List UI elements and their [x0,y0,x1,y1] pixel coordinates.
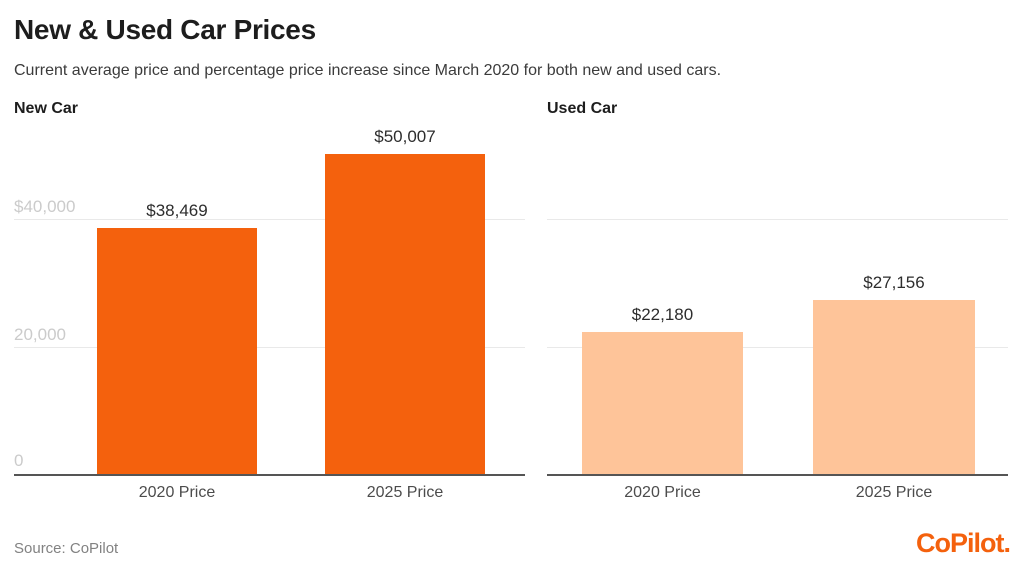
bar-column-new-2025: $50,007 [325,127,485,474]
bar-value-label: $22,180 [631,305,694,324]
gridline-left-20000 [14,347,525,348]
x-axis-line-new-car [14,474,525,476]
bar-column-used-2025: $27,156 [813,273,975,474]
bar-value-label: $50,007 [374,127,436,146]
chart-title-new-car: New Car [14,100,79,117]
gridline-right-20000 [547,347,1008,348]
xtick-new-2020: 2020 Price [138,484,216,501]
bar-value-label: $27,156 [863,273,925,292]
ytick-20000: 20,000 [14,325,66,344]
ytick-40000: $40,000 [14,197,76,216]
x-axis-line-used-car [547,474,1008,476]
gridline-right-40000 [547,219,1008,220]
page-subtitle: Current average price and percentage pri… [14,62,722,79]
bar-new-2025 [325,154,485,474]
bar-column-used-2020: $22,180 [582,305,743,474]
page-title: New & Used Car Prices [14,14,316,45]
bar-used-2020 [582,332,743,474]
xtick-used-2020: 2020 Price [624,484,701,501]
ytick-0: 0 [14,451,24,470]
source-note: Source: CoPilot [14,540,119,557]
gridline-left-40000 [14,219,525,220]
copilot-logo: CoPilot. [916,528,1011,558]
bar-new-2020 [97,228,257,474]
bar-column-new-2020: $38,469 [97,201,257,474]
chart-title-used-car: Used Car [547,100,618,117]
xtick-used-2025: 2025 Price [855,484,933,501]
bar-value-label: $38,469 [146,201,208,220]
xtick-new-2025: 2025 Price [366,484,444,501]
bar-used-2025 [813,300,975,474]
